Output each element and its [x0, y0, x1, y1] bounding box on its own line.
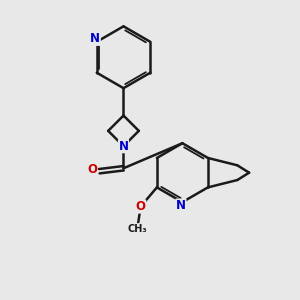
- Text: O: O: [136, 200, 146, 213]
- Text: N: N: [118, 140, 128, 153]
- Text: N: N: [90, 32, 100, 45]
- Text: CH₃: CH₃: [128, 224, 148, 234]
- Text: O: O: [87, 163, 97, 176]
- Text: N: N: [176, 199, 186, 212]
